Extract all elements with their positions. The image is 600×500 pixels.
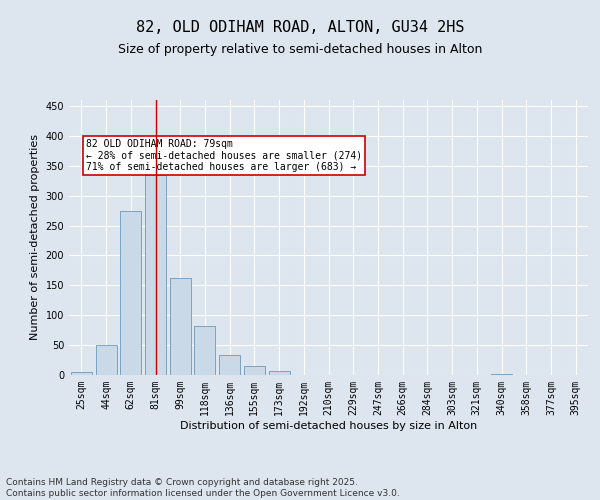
Bar (95, 345, 116, 375)
Bar (219, 356, 240, 375)
Text: Size of property relative to semi-detached houses in Alton: Size of property relative to semi-detach… (118, 42, 482, 56)
Text: 82 OLD ODIHAM ROAD: 79sqm
← 28% of semi-detached houses are smaller (274)
71% of: 82 OLD ODIHAM ROAD: 79sqm ← 28% of semi-… (86, 139, 362, 172)
X-axis label: Distribution of semi-detached houses by size in Alton: Distribution of semi-detached houses by … (180, 420, 477, 430)
Bar (145, 174, 166, 375)
Y-axis label: Number of semi-detached properties: Number of semi-detached properties (30, 134, 40, 340)
Bar (491, 374, 512, 375)
Bar (244, 366, 265, 375)
Bar (170, 278, 191, 375)
Text: 82, OLD ODIHAM ROAD, ALTON, GU34 2HS: 82, OLD ODIHAM ROAD, ALTON, GU34 2HS (136, 20, 464, 35)
Text: Contains HM Land Registry data © Crown copyright and database right 2025.
Contai: Contains HM Land Registry data © Crown c… (6, 478, 400, 498)
Bar (71, 372, 92, 375)
Bar (194, 326, 215, 375)
Bar (120, 210, 141, 375)
Bar (269, 371, 290, 375)
